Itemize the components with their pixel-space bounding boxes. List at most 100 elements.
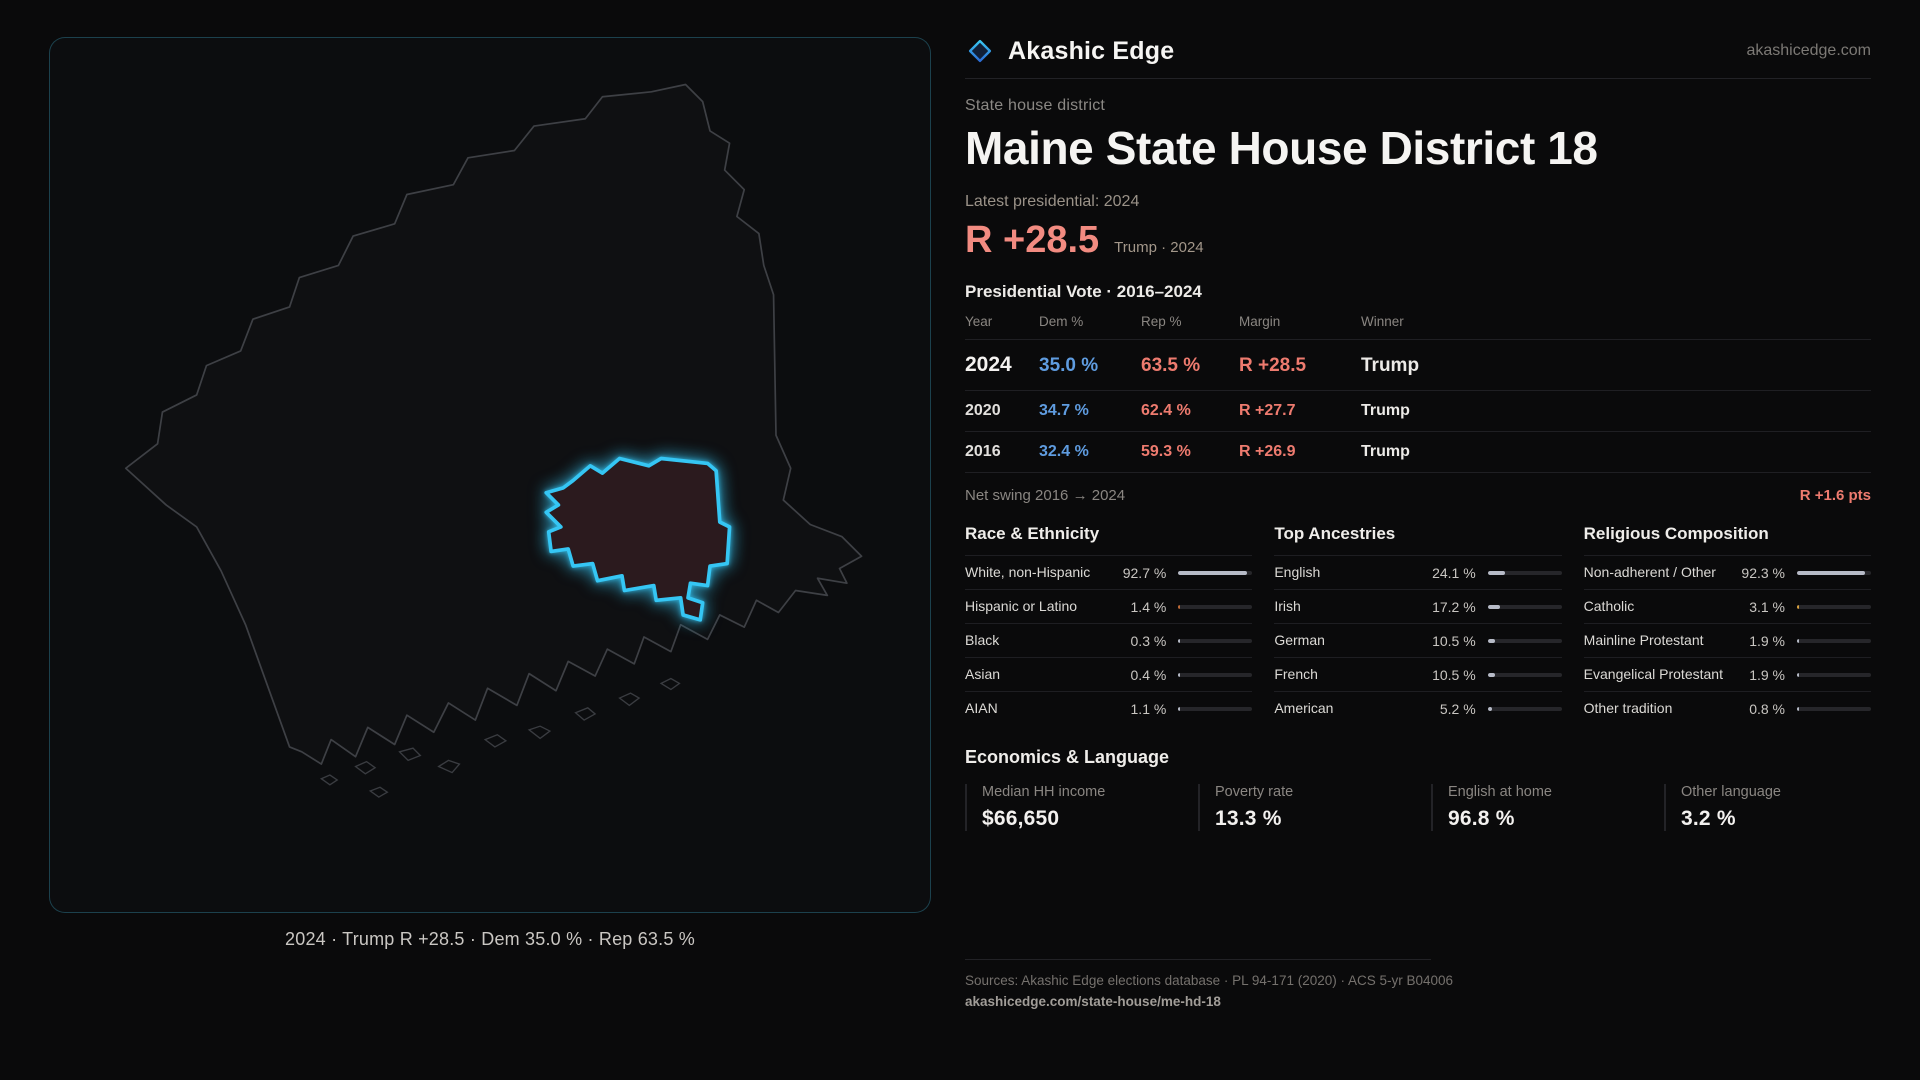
maine-outline: [124, 83, 863, 765]
vote-rep-pct: 59.3 %: [1141, 443, 1191, 460]
demo-bar-fill: [1178, 604, 1181, 609]
demo-label: White, non-Hispanic: [965, 563, 1091, 580]
demo-row: Non-adherent / Other 92.3 %: [1583, 555, 1871, 589]
demo-value: 24.1 %: [1432, 564, 1476, 581]
sources-text: Sources: Akashic Edge elections database…: [965, 973, 1454, 988]
demo-value: 1.4 %: [1130, 598, 1167, 615]
net-swing-row: Net swing 2016 → 2024 R +1.6 pts: [965, 487, 1871, 504]
demo-value: 0.8 %: [1749, 700, 1785, 717]
demographic-section: Religious Composition Non-adherent / Oth…: [1583, 524, 1871, 725]
district-kicker: State house district: [965, 97, 1106, 114]
demo-bar: [1797, 570, 1871, 575]
demo-label: AIAN: [965, 699, 998, 716]
vote-table-title: Presidential Vote · 2016–2024: [965, 282, 1202, 301]
demo-bar-fill: [1797, 570, 1866, 575]
demo-bar: [1487, 672, 1562, 677]
economics-stat: Median HH income $66,650: [965, 784, 1172, 831]
map-panel: [49, 37, 931, 913]
demo-value: 0.3 %: [1130, 632, 1167, 649]
demo-bar: [1178, 638, 1253, 643]
demo-label: Non-adherent / Other: [1583, 563, 1716, 580]
demo-bar-fill: [1487, 706, 1492, 711]
demo-bar: [1797, 638, 1871, 643]
stat-label: English at home: [1448, 784, 1552, 800]
demo-bar-fill: [1178, 570, 1247, 575]
demo-row: American 5.2 %: [1274, 691, 1562, 725]
demo-section-title: Top Ancestries: [1274, 524, 1396, 543]
demo-row: Catholic 3.1 %: [1583, 589, 1871, 623]
demo-row: Mainline Protestant 1.9 %: [1583, 623, 1871, 657]
demo-label: Black: [965, 631, 1000, 648]
demo-row: Irish 17.2 %: [1274, 589, 1562, 623]
vote-col-header: Dem %: [1039, 314, 1084, 329]
demo-label: Hispanic or Latino: [965, 597, 1078, 614]
demo-bar-fill: [1178, 706, 1181, 711]
vote-winner: Trump: [1361, 443, 1410, 460]
demo-row: Black 0.3 %: [965, 623, 1253, 657]
vote-table: Year Dem % Rep % Margin Winner 2024 35.0 % 6…: [965, 314, 1871, 473]
demo-section-title: Race & Ethnicity: [965, 524, 1100, 543]
vote-table-row: 2020 34.7 % 62.4 % R +27.7 Trump: [965, 391, 1871, 432]
stat-label: Other language: [1681, 784, 1781, 800]
vote-table-body: 2024 35.0 % 63.5 % R +28.5 Trump 2020 34…: [965, 340, 1871, 473]
demo-rows: White, non-Hispanic 92.7 % Hispanic or L…: [965, 555, 1253, 725]
demo-value: 1.1 %: [1130, 700, 1167, 717]
demo-bar: [1178, 604, 1253, 609]
vote-margin: R +26.9: [1239, 443, 1296, 460]
net-swing-label: Net swing 2016 → 2024: [965, 487, 1126, 504]
demo-value: 10.5 %: [1432, 666, 1476, 683]
demo-label: American: [1274, 699, 1334, 716]
vote-table-row: 2024 35.0 % 63.5 % R +28.5 Trump: [965, 340, 1871, 391]
brand-domain-link[interactable]: akashicedge.com: [1746, 42, 1871, 59]
demo-bar-fill: [1487, 570, 1506, 575]
demo-row: Evangelical Protestant 1.9 %: [1583, 657, 1871, 691]
stat-label: Poverty rate: [1215, 784, 1294, 800]
permalink[interactable]: akashicedge.com/state-house/me-hd-18: [965, 994, 1221, 1009]
vote-margin: R +28.5: [1239, 355, 1307, 376]
demo-rows: Non-adherent / Other 92.3 % Catholic 3.1…: [1583, 555, 1871, 725]
demo-bar: [1487, 570, 1562, 575]
economics-stats: Median HH income $66,650 Poverty rate 13…: [965, 784, 1871, 831]
vote-col-header: Margin: [1239, 314, 1281, 329]
demo-row: Other tradition 0.8 %: [1583, 691, 1871, 725]
headline-margin-row: R +28.5 Trump · 2024: [965, 219, 1871, 262]
vote-margin: R +27.7: [1239, 402, 1296, 419]
demo-value: 3.1 %: [1749, 598, 1785, 615]
demo-label: Asian: [965, 665, 1001, 682]
district-shape: [544, 456, 732, 622]
stat-value: $66,650: [982, 807, 1060, 830]
demo-label: Other tradition: [1583, 699, 1673, 716]
diamond-logo-icon: [968, 39, 992, 63]
vote-dem-pct: 34.7 %: [1039, 402, 1089, 419]
vote-year: 2024: [965, 353, 1012, 376]
headline-note: Trump · 2024: [1114, 239, 1204, 256]
economics-stat: Other language 3.2 %: [1664, 784, 1871, 831]
net-swing-value: R +1.6 pts: [1799, 487, 1871, 504]
vote-winner: Trump: [1361, 402, 1410, 419]
demo-label: French: [1274, 665, 1318, 682]
demo-label: English: [1274, 563, 1321, 580]
demo-bar-fill: [1487, 604, 1501, 609]
demo-bar-fill: [1797, 672, 1799, 677]
demo-value: 10.5 %: [1432, 632, 1476, 649]
vote-rep-pct: 63.5 %: [1141, 355, 1201, 376]
demo-row: White, non-Hispanic 92.7 %: [965, 555, 1253, 589]
demo-bar: [1487, 604, 1562, 609]
stat-value: 96.8 %: [1448, 807, 1515, 830]
footer-divider: [965, 959, 1431, 960]
demo-bar: [1797, 672, 1871, 677]
demo-value: 92.7 %: [1122, 564, 1167, 581]
demo-bar: [1178, 570, 1253, 575]
stat-value: 3.2 %: [1681, 807, 1736, 830]
vote-col-header: Year: [965, 314, 993, 329]
demo-value: 1.9 %: [1749, 632, 1785, 649]
demo-bar-fill: [1178, 672, 1181, 677]
brand-title: Akashic Edge: [1008, 36, 1175, 65]
demo-rows: English 24.1 % Irish 17.2 % German 10.5 …: [1274, 555, 1562, 725]
vote-year: 2020: [965, 402, 1001, 419]
map-caption: 2024 · Trump R +28.5 · Dem 35.0 % · Rep …: [285, 929, 695, 949]
demo-bar-fill: [1797, 706, 1799, 711]
vote-dem-pct: 32.4 %: [1039, 443, 1089, 460]
demo-value: 17.2 %: [1432, 598, 1476, 615]
vote-table-head: Year Dem % Rep % Margin Winner: [965, 314, 1871, 340]
